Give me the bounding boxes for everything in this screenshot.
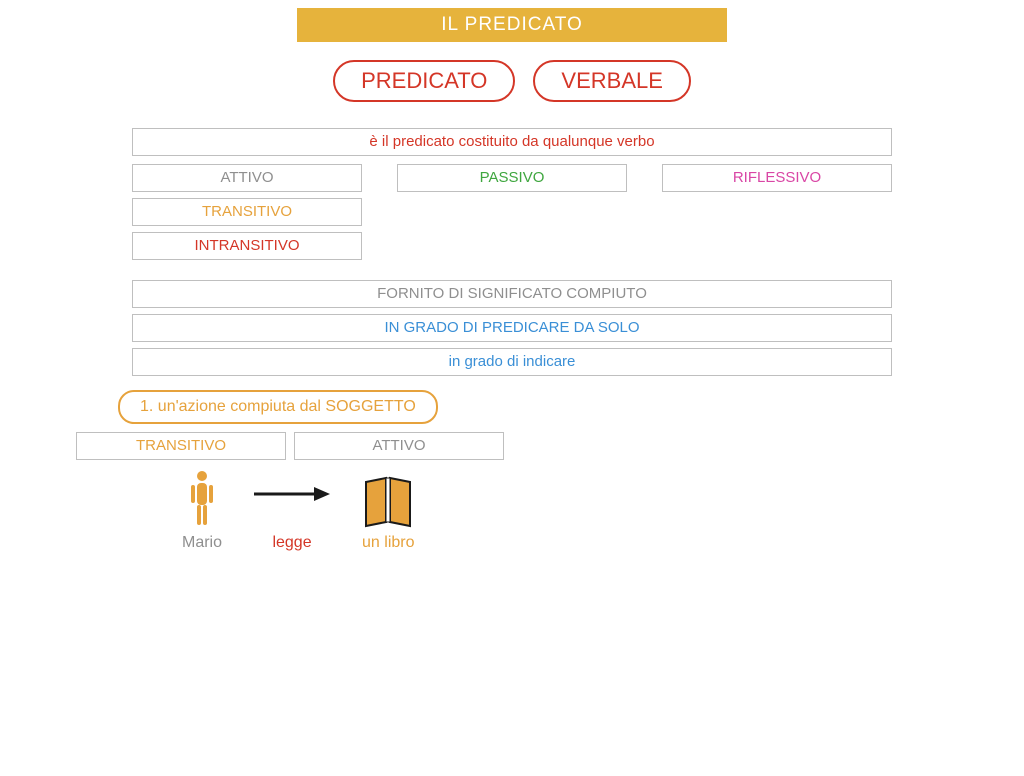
voice-row: ATTIVO PASSIVO RIFLESSIVO [132, 164, 892, 192]
box-riflessivo: RIFLESSIVO [662, 164, 892, 192]
box-intransitivo: INTRANSITIVO [132, 232, 362, 260]
box-transitivo: TRANSITIVO [132, 198, 362, 226]
ex-box-transitivo: TRANSITIVO [76, 432, 286, 460]
action-pill: 1. un'azione compiuta dal SOGGETTO [118, 390, 438, 424]
title-bar: IL PREDICATO [297, 8, 727, 42]
box-passivo: PASSIVO [397, 164, 627, 192]
arrow-icon [252, 484, 332, 504]
definition-box: è il predicato costituito da qualunque v… [132, 128, 892, 156]
example-subject-col: Mario [182, 470, 222, 552]
pill-predicato: PREDICATO [333, 60, 515, 102]
book-icon [362, 476, 414, 528]
action-section: 1. un'azione compiuta dal SOGGETTO TRANS… [132, 390, 892, 552]
example-object-col: un libro [362, 476, 414, 552]
line-predicare: IN GRADO DI PREDICARE DA SOLO [132, 314, 892, 342]
example-type-row: TRANSITIVO ATTIVO [76, 432, 892, 460]
line-indicare: in grado di indicare [132, 348, 892, 376]
pill-verbale: VERBALE [533, 60, 691, 102]
example-subject-label: Mario [182, 534, 222, 552]
transitivity-col: TRANSITIVO INTRANSITIVO [132, 198, 892, 260]
example-object-label: un libro [362, 534, 414, 552]
example-row: Mario legge un libro [182, 470, 892, 552]
subtitle-pill-row: PREDICATO VERBALE [0, 60, 1024, 102]
ex-box-attivo: ATTIVO [294, 432, 504, 460]
box-attivo: ATTIVO [132, 164, 362, 192]
example-verb-col: legge [252, 484, 332, 552]
line-compiuto: FORNITO DI SIGNIFICATO COMPIUTO [132, 280, 892, 308]
person-icon [188, 470, 216, 528]
example-verb-label: legge [272, 534, 311, 552]
